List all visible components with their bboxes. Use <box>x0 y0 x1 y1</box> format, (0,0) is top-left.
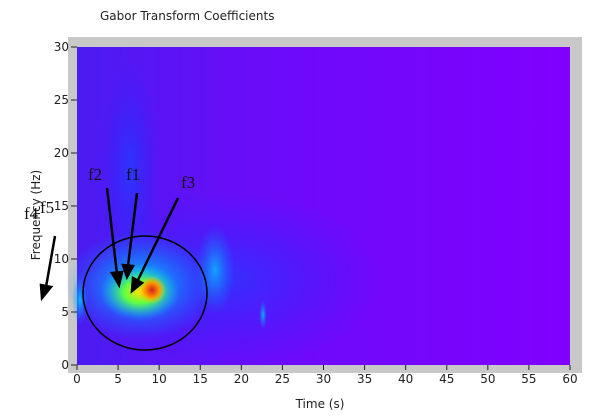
chart-title: Gabor Transform Coefficients <box>100 9 274 23</box>
x-tick-label: 55 <box>521 372 536 386</box>
x-axis-label: Time (s) <box>295 397 345 411</box>
y-tick-label: 5 <box>61 305 69 319</box>
x-tick-label: 10 <box>152 372 167 386</box>
y-tick-label: 15 <box>54 199 69 213</box>
x-tick-label: 30 <box>316 372 331 386</box>
y-tick-label: 30 <box>54 40 69 54</box>
y-tick-label: 0 <box>61 358 69 372</box>
x-tick-label: 50 <box>480 372 495 386</box>
y-tick-label: 10 <box>54 252 69 266</box>
arrows <box>39 187 180 302</box>
highlight-ellipse <box>82 235 208 351</box>
x-tick-label: 25 <box>275 372 290 386</box>
annotation: f3 <box>181 173 195 192</box>
annotation: f4 <box>24 204 39 223</box>
y-tick-label: 25 <box>54 93 69 107</box>
x-tick-label: 45 <box>439 372 454 386</box>
y-tick-label: 20 <box>54 146 69 160</box>
x-tick-label: 5 <box>114 372 122 386</box>
y-axis-label: Frequency (Hz) <box>29 170 43 261</box>
x-tick-label: 40 <box>398 372 413 386</box>
x-tick-label: 60 <box>562 372 577 386</box>
annotation: f1 <box>126 165 140 184</box>
x-tick-label: 20 <box>234 372 249 386</box>
annotation: f2 <box>88 165 102 184</box>
x-tick-label: 15 <box>193 372 208 386</box>
annotation: f5 <box>40 198 54 217</box>
x-tick-label: 35 <box>357 372 372 386</box>
x-tick-label: 0 <box>73 372 81 386</box>
